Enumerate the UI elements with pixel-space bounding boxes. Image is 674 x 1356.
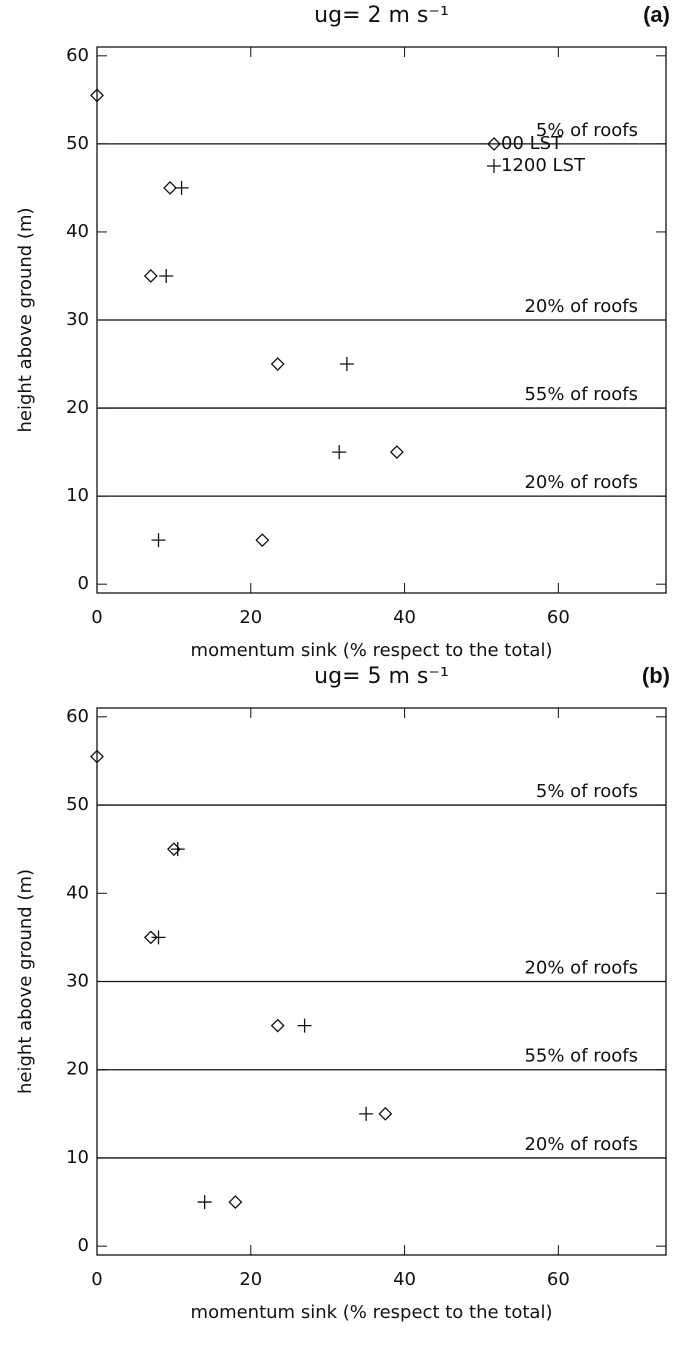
plus-marker [151,533,166,548]
x-axis-label: momentum sink (% respect to the total) [191,640,553,661]
plus-marker [174,180,189,195]
diamond-marker [270,1018,285,1033]
diamond-marker [90,749,104,764]
x-tick-label: 40 [393,1269,416,1290]
y-tick-label: 20 [66,1059,89,1080]
y-tick-label: 40 [66,882,89,903]
diamond-marker [255,533,270,548]
y-tick-label: 10 [66,1147,89,1168]
plus-marker [339,357,354,372]
reference-label: 20% of roofs [524,1134,638,1155]
x-tick-label: 60 [547,607,570,628]
legend-label: 1200 LST [501,155,586,176]
diamond-marker [389,445,404,460]
x-tick-label: 40 [393,607,416,628]
x-axis-label: momentum sink (% respect to the total) [191,1302,553,1323]
x-tick-label: 20 [239,607,262,628]
legend-marker [487,137,501,151]
y-tick-label: 50 [66,133,89,154]
reference-label: 5% of roofs [536,781,638,802]
diamond-marker [143,930,158,945]
plus-marker [332,445,347,460]
y-tick-label: 0 [78,1235,89,1256]
y-tick-label: 10 [66,485,89,506]
plus-marker [197,1195,212,1210]
y-tick-label: 50 [66,794,89,815]
y-tick-label: 60 [66,706,89,727]
legend-marker [487,159,501,173]
diamond-marker [228,1195,243,1209]
diamond-marker [163,180,177,195]
y-tick-label: 40 [66,221,89,242]
y-tick-label: 20 [66,397,89,418]
y-tick-label: 60 [66,45,89,66]
diamond-marker [143,269,158,283]
y-axis-label: height above ground (m) [15,869,36,1094]
plus-marker [159,268,174,283]
plus-marker [151,930,166,945]
reference-label: 20% of roofs [524,958,638,979]
panel-label: (a) [643,2,670,27]
plus-marker [359,1106,374,1121]
y-tick-label: 0 [78,573,89,594]
plus-marker [170,842,185,857]
x-tick-label: 60 [547,1269,570,1290]
reference-label: 20% of roofs [524,472,638,493]
y-tick-label: 30 [66,971,89,992]
diamond-marker [270,357,285,371]
x-tick-label: 0 [91,607,102,628]
plus-marker [297,1018,312,1033]
legend-label: 00 LST [501,133,563,154]
reference-label: 5% of roofs [536,120,638,141]
chart-title: ug= 5 m s⁻¹ [314,664,449,689]
y-tick-label: 30 [66,309,89,330]
x-tick-label: 20 [239,1269,262,1290]
panel-label: (b) [642,663,670,688]
reference-label: 20% of roofs [524,296,638,317]
x-tick-label: 0 [91,1269,102,1290]
diamond-marker [378,1106,393,1121]
reference-label: 55% of roofs [524,384,638,405]
reference-label: 55% of roofs [524,1046,638,1067]
chart-title: ug= 2 m s⁻¹ [314,3,449,28]
y-axis-label: height above ground (m) [15,208,36,433]
diamond-marker [90,88,104,103]
